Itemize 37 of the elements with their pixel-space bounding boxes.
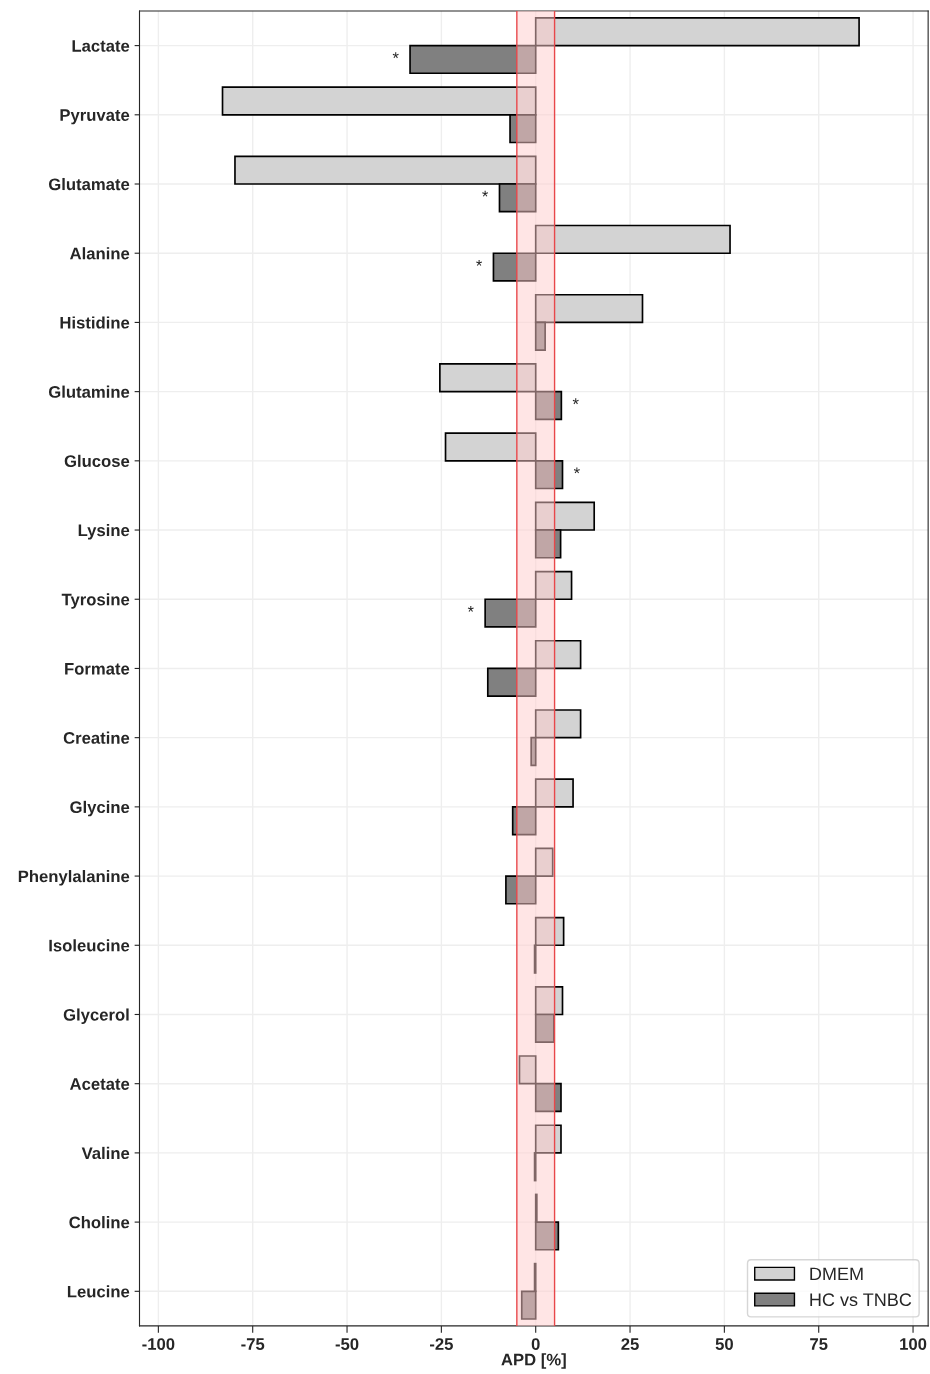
y-tick-label: Creatine	[63, 731, 130, 744]
x-tick-label: -100	[142, 1338, 175, 1350]
y-tick-label: Isoleucine	[49, 939, 130, 952]
x-tick-label: -25	[429, 1338, 453, 1350]
y-tick-label: Glycine	[70, 800, 130, 817]
y-tick-label: Glycerol	[63, 1008, 129, 1024]
annotation: *	[572, 398, 579, 405]
x-tick-label: 100	[900, 1338, 927, 1350]
annotation: *	[482, 190, 489, 197]
y-tick-label: Acetate	[69, 1078, 130, 1090]
y-tick-label: Pyruvate	[60, 109, 130, 125]
annotation: *	[476, 259, 483, 266]
y-tick-label: Leucine	[67, 1285, 130, 1298]
y-tick-label: Valine	[81, 1146, 130, 1160]
y-tick-label: Histidine	[60, 316, 130, 329]
y-tick-label: Formate	[65, 663, 130, 675]
x-tick-label: 0	[531, 1338, 540, 1350]
legend-label: DMEM	[810, 1267, 863, 1281]
annotation: *	[392, 52, 399, 59]
y-tick-label: Lactate	[72, 40, 130, 52]
annotation: *	[467, 605, 474, 612]
y-tick-label: Lysine	[78, 524, 130, 540]
x-axis-title: APD [%]	[501, 1353, 566, 1369]
annotation: *	[573, 467, 580, 474]
y-tick-label: Choline	[69, 1216, 130, 1229]
y-tick-label: Alanine	[70, 247, 130, 260]
y-tick-label: Glutamate	[48, 177, 130, 191]
x-tick-label: 25	[621, 1338, 639, 1350]
y-tick-label: Glutamine	[48, 385, 130, 398]
x-tick-label: 75	[810, 1338, 828, 1350]
y-tick-label: Phenylalanine	[18, 870, 130, 886]
x-tick-label: -75	[241, 1338, 265, 1350]
x-tick-label: 50	[715, 1338, 733, 1350]
x-tick-label: -50	[335, 1338, 359, 1350]
y-tick-label: Glucose	[64, 454, 130, 468]
legend-label: HC vs TNBC	[810, 1293, 912, 1307]
y-tick-label: Tyrosine	[61, 593, 130, 609]
